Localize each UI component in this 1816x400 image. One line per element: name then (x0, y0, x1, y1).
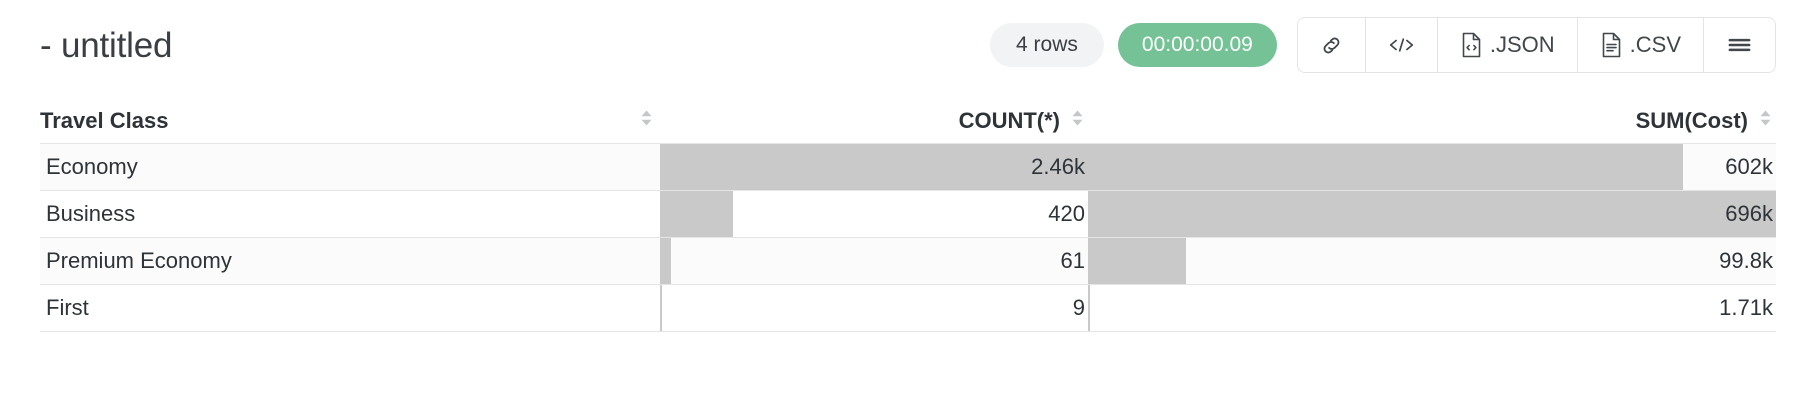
cell-sum-cost: 602k (1088, 144, 1776, 190)
cell-count: 420 (660, 191, 1088, 237)
cell-value: Premium Economy (46, 248, 232, 273)
json-export-label: .JSON (1489, 32, 1555, 57)
cell-value: 61 (1060, 248, 1085, 273)
cell-value: 99.8k (1719, 248, 1773, 273)
column-header-travel-class[interactable]: Travel Class (40, 108, 660, 134)
file-code-icon (1460, 32, 1483, 58)
cell-value: 696k (1725, 201, 1773, 226)
cell-travel-class: Economy (40, 144, 660, 190)
cell-count: 61 (660, 238, 1088, 284)
cell-value: First (46, 295, 89, 320)
json-export-button[interactable]: .JSON (1437, 18, 1578, 72)
execution-time-label: 00:00:00.09 (1141, 33, 1253, 56)
cell-sum-cost: 696k (1088, 191, 1776, 237)
value-bar (660, 285, 662, 331)
panel-header: - untitled 4 rows 00:00:00.09 (0, 0, 1816, 90)
column-header-label: COUNT(*) (958, 108, 1060, 133)
sort-toggle-icon[interactable] (639, 108, 654, 134)
results-table: Travel Class COUNT(*) (40, 96, 1776, 332)
cell-value: 2.46k (1031, 154, 1085, 179)
cell-travel-class: Business (40, 191, 660, 237)
page-title: - untitled (40, 25, 173, 65)
value-bar (1088, 285, 1090, 331)
cell-value: 9 (1072, 295, 1085, 320)
value-bar (660, 191, 734, 237)
cell-value: 602k (1725, 154, 1773, 179)
column-header-sum-cost[interactable]: SUM(Cost) (1088, 108, 1776, 134)
file-lines-icon (1600, 32, 1623, 58)
value-bar (1088, 191, 1776, 237)
table-row[interactable]: First 9 1.71k (40, 285, 1776, 332)
cell-travel-class: First (40, 285, 660, 331)
cell-count: 2.46k (660, 144, 1088, 190)
cell-value: Economy (46, 154, 138, 179)
value-bar (660, 144, 1088, 190)
cell-sum-cost: 1.71k (1088, 285, 1776, 331)
column-header-label: Travel Class (40, 108, 169, 133)
hamburger-icon (1726, 35, 1753, 55)
csv-export-button[interactable]: .CSV (1577, 18, 1704, 72)
value-bar (1088, 238, 1187, 284)
link-icon (1320, 34, 1343, 57)
table-row[interactable]: Economy 2.46k 602k (40, 144, 1776, 191)
code-icon (1388, 34, 1415, 56)
cell-sum-cost: 99.8k (1088, 238, 1776, 284)
cell-value: 1.71k (1719, 295, 1773, 320)
table-header-row: Travel Class COUNT(*) (40, 96, 1776, 143)
execution-time-badge: 00:00:00.09 (1117, 23, 1277, 67)
view-sql-button[interactable] (1365, 18, 1438, 72)
sort-toggle-icon[interactable] (1070, 108, 1085, 134)
cell-value: 420 (1048, 201, 1085, 226)
overflow-menu-button[interactable] (1704, 18, 1775, 72)
table-body: Economy 2.46k 602k Business 420 696k Premium E… (40, 143, 1776, 332)
cell-travel-class: Premium Economy (40, 238, 660, 284)
table-row[interactable]: Premium Economy 61 99.8k (40, 238, 1776, 285)
sort-toggle-icon[interactable] (1758, 108, 1773, 134)
value-bar (1088, 144, 1684, 190)
value-bar (660, 238, 671, 284)
table-row[interactable]: Business 420 696k (40, 191, 1776, 238)
column-header-label: SUM(Cost) (1635, 108, 1748, 133)
column-header-count[interactable]: COUNT(*) (660, 108, 1088, 134)
row-count-badge: 4 rows (990, 23, 1104, 67)
cell-count: 9 (660, 285, 1088, 331)
cell-value: Business (46, 201, 136, 226)
share-link-button[interactable] (1297, 18, 1366, 72)
csv-export-label: .CSV (1629, 32, 1681, 57)
header-toolbar: 4 rows 00:00:00.09 (990, 17, 1776, 73)
row-count-label: 4 rows (1016, 33, 1078, 56)
export-button-group: .JSON .CSV (1296, 17, 1776, 73)
